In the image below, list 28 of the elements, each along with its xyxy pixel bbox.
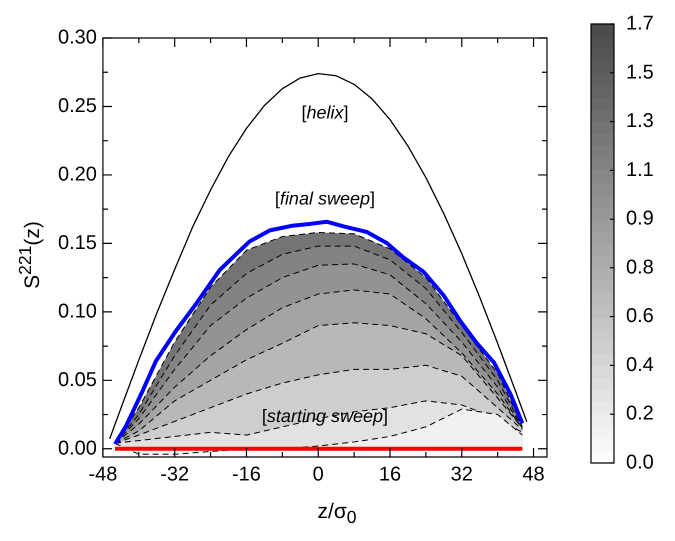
y-tick-label: 0.10 (58, 300, 97, 322)
x-tick-label: 16 (378, 464, 402, 486)
color-bar-label: 0.8 (626, 256, 654, 278)
color-bar-label: 0.0 (626, 452, 654, 474)
annotation: [helix] (301, 102, 348, 122)
annotation: [starting sweep] (262, 406, 388, 426)
y-tick-label: 0.30 (58, 26, 97, 49)
color-bar-label: 1.1 (626, 158, 654, 181)
y-tick-label: 0.25 (58, 94, 97, 117)
x-tick-label: 32 (450, 464, 473, 486)
x-tick-label: 48 (522, 464, 545, 486)
x-tick-label: -48 (88, 464, 118, 486)
color-bar-label: 0.6 (626, 305, 654, 328)
color-bar-label: 0.4 (626, 354, 654, 376)
color-bar-label: 0.9 (626, 208, 654, 230)
y-tick-label: 0.00 (58, 437, 97, 460)
x-tick-label: -16 (232, 464, 261, 486)
y-tick-label: 0.15 (58, 232, 97, 254)
x-axis-title: z/σ$_{0}$ (316, 500, 358, 528)
color-bar-label: 1.5 (626, 61, 654, 84)
x-tick-label: 0 (312, 464, 324, 486)
y-tick-label: 0.05 (58, 368, 97, 391)
y-tick-label: 0.20 (58, 163, 97, 186)
color-bar-label: 1.7 (626, 12, 654, 35)
color-bar-label: 1.3 (626, 110, 654, 132)
color-bar-label: 0.2 (626, 402, 654, 425)
x-tick-label: -32 (160, 464, 190, 486)
annotation: [final sweep] (274, 188, 376, 208)
